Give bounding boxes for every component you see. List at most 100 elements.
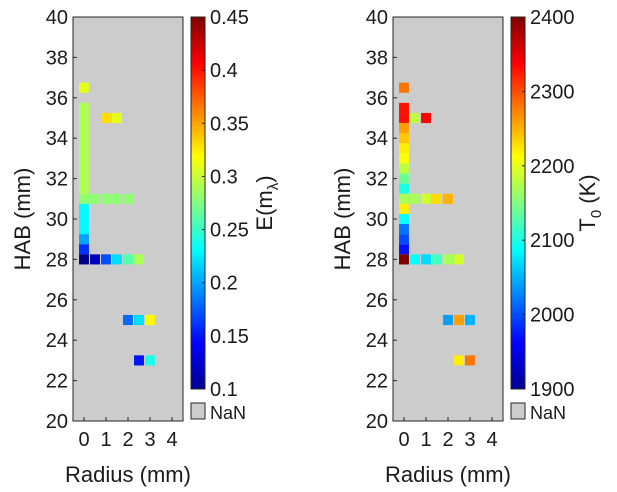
heatmap-cell xyxy=(79,254,89,265)
y-tick-label: 38 xyxy=(46,47,68,69)
heatmap-cell xyxy=(399,143,409,154)
heatmap-cell xyxy=(79,203,89,214)
heatmap-cell xyxy=(443,193,453,204)
colorbar-label: E(mλ) xyxy=(252,175,282,230)
heatmap-cell xyxy=(432,193,442,204)
colorbar-tick-label: 2200 xyxy=(530,156,575,178)
x-axis-label: Radius (mm) xyxy=(385,462,511,487)
x-tick-label: 4 xyxy=(166,429,177,451)
y-tick-label: 30 xyxy=(366,209,388,231)
colorbar xyxy=(190,16,206,390)
y-tick-label: 26 xyxy=(46,290,68,312)
heatmap-cell xyxy=(79,82,89,93)
heatmap-cell xyxy=(79,213,89,225)
heatmap-cell xyxy=(134,355,144,366)
y-tick-label: 28 xyxy=(366,249,388,271)
heatmap-cell xyxy=(90,254,100,265)
heatmap-cell xyxy=(79,173,89,184)
heatmap-cell xyxy=(123,254,133,265)
y-axis-label: HAB (mm) xyxy=(330,168,355,271)
y-tick-label: 36 xyxy=(366,88,388,110)
heatmap-cell xyxy=(465,314,475,326)
y-tick-label: 30 xyxy=(46,209,68,231)
heatmap-cell xyxy=(421,254,431,265)
heatmap-cell xyxy=(399,203,409,214)
y-tick-label: 24 xyxy=(46,330,68,352)
heatmap-cell xyxy=(399,82,409,93)
heatmap-cell xyxy=(145,314,155,326)
heatmap-cell xyxy=(112,254,122,265)
heatmap-cell xyxy=(399,244,409,255)
heatmap-cell xyxy=(399,254,409,265)
nan-label: NaN xyxy=(530,403,566,423)
y-tick-label: 20 xyxy=(366,411,388,433)
x-tick-label: 3 xyxy=(144,429,155,451)
nan-label: NaN xyxy=(210,403,246,423)
heatmap-cell xyxy=(79,163,89,174)
y-tick-label: 26 xyxy=(366,290,388,312)
heatmap-cell xyxy=(79,143,89,154)
x-tick-label: 0 xyxy=(78,429,89,451)
x-tick-label: 1 xyxy=(420,429,431,451)
colorbar-tick-label: 0.45 xyxy=(210,7,249,29)
heatmap-cell xyxy=(123,193,133,204)
colorbar-tick-label: 0.2 xyxy=(210,273,238,295)
heatmap-cell xyxy=(79,133,89,144)
colorbar-tick-label: 0.3 xyxy=(210,166,238,188)
colorbar-tick-label: 0.25 xyxy=(210,220,249,242)
heatmap-cell xyxy=(399,213,409,225)
heatmap-cell xyxy=(399,183,409,194)
heatmap-cell xyxy=(101,112,111,124)
y-tick-label: 22 xyxy=(46,371,68,393)
heatmap-cell xyxy=(134,314,144,326)
heatmap-cell xyxy=(79,183,89,194)
y-tick-label: 36 xyxy=(46,88,68,110)
x-tick-label: 2 xyxy=(122,429,133,451)
heatmap-cell xyxy=(101,254,111,265)
heatmap-cell xyxy=(421,112,431,124)
heatmap-cell xyxy=(145,355,155,366)
heatmap-cell xyxy=(79,102,89,113)
plot-area xyxy=(73,17,183,421)
x-tick-label: 4 xyxy=(486,429,497,451)
colorbar-tick-label: 0.4 xyxy=(210,60,238,82)
y-tick-label: 40 xyxy=(366,7,388,29)
heatmap-cell xyxy=(79,224,89,235)
heatmap-cell xyxy=(399,123,409,134)
heatmap-cell xyxy=(443,254,453,265)
heatmap-cell xyxy=(399,224,409,235)
heatmap-cell xyxy=(454,314,464,326)
heatmap-cell xyxy=(410,193,420,204)
heatmap-cell xyxy=(123,314,133,326)
y-tick-label: 20 xyxy=(46,411,68,433)
colorbar-tick-label: 0.1 xyxy=(210,379,238,401)
x-tick-label: 0 xyxy=(398,429,409,451)
colorbar-tick-label: 0.15 xyxy=(210,326,249,348)
y-tick-label: 34 xyxy=(366,128,388,150)
y-tick-label: 34 xyxy=(46,128,68,150)
y-tick-label: 22 xyxy=(366,371,388,393)
x-tick-label: 2 xyxy=(442,429,453,451)
x-axis-label: Radius (mm) xyxy=(65,462,191,487)
y-tick-label: 38 xyxy=(366,47,388,69)
colorbar-tick-label: 2100 xyxy=(530,230,575,252)
heatmap-cell xyxy=(79,244,89,255)
plot-area xyxy=(393,17,503,421)
colorbar-tick-label: 2400 xyxy=(530,7,575,29)
y-axis-label: HAB (mm) xyxy=(10,168,35,271)
y-tick-label: 40 xyxy=(46,7,68,29)
nan-swatch xyxy=(190,402,206,420)
heatmap-cell xyxy=(465,355,475,366)
heatmap-cell xyxy=(410,112,420,124)
heatmap-cell xyxy=(79,112,89,124)
heatmap-cell xyxy=(79,193,89,204)
heatmap-cell xyxy=(399,133,409,144)
x-tick-label: 3 xyxy=(464,429,475,451)
heatmap-cell xyxy=(454,254,464,265)
heatmap-cell xyxy=(134,254,144,265)
colorbar-tick-label: 0.35 xyxy=(210,113,249,135)
heatmap-cell xyxy=(399,102,409,113)
